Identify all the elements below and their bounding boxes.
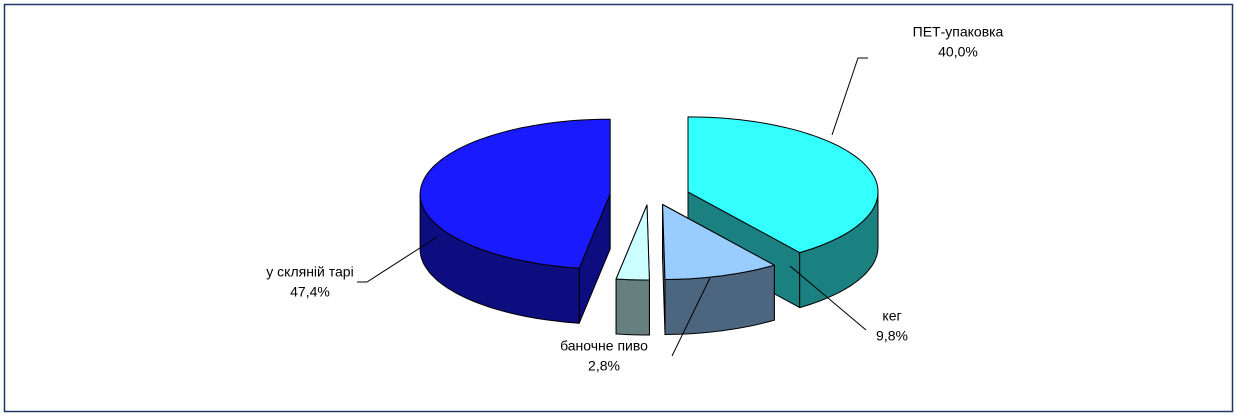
leader-line [357, 236, 438, 283]
leader-line [831, 57, 868, 136]
chart-frame [3, 3, 1234, 413]
category-label: баночне пиво [560, 338, 648, 354]
category-label: ПЕТ-упаковка [913, 24, 1004, 40]
slice [662, 204, 775, 280]
leader-line [789, 265, 867, 331]
category-label: у скляній тарі [266, 264, 353, 280]
value-label: 2,8% [588, 358, 620, 374]
slice [687, 116, 879, 254]
category-label: кег [882, 308, 901, 324]
value-label: 47,4% [290, 284, 330, 300]
slice-wall [615, 278, 650, 336]
value-label: 9,8% [876, 328, 908, 344]
leader-line [671, 277, 711, 357]
value-label: 40,0% [938, 44, 978, 60]
slice [615, 204, 650, 281]
slice [419, 118, 611, 269]
